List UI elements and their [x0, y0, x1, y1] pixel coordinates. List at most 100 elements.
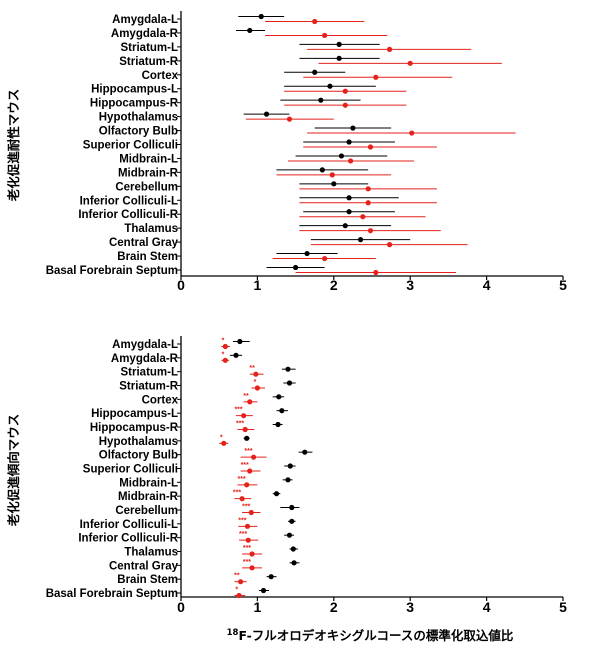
- category-label: Amygdala-R: [111, 28, 179, 40]
- category-label: Hippocampus-L: [91, 408, 178, 420]
- data-point: [248, 509, 254, 516]
- data-point: [302, 449, 308, 455]
- data-point: [247, 468, 253, 474]
- data-point: [336, 41, 342, 47]
- significance-marker: *: [254, 379, 257, 386]
- data-point: [312, 69, 318, 75]
- data-point: [331, 181, 337, 187]
- data-point: [263, 111, 270, 117]
- data-point: [244, 523, 251, 529]
- category-label: Central Gray: [109, 560, 179, 572]
- significance-marker: *: [235, 587, 238, 594]
- data-point: [365, 186, 371, 192]
- category-label: Midbrain-R: [118, 491, 179, 503]
- category-label: Thalamus: [124, 223, 178, 235]
- data-point: [373, 269, 379, 276]
- data-point: [260, 587, 267, 594]
- data-point: [279, 408, 285, 414]
- y-axis-title: 老化促進傾向マウス: [6, 414, 21, 528]
- data-point: [244, 435, 250, 441]
- data-point: [241, 413, 247, 419]
- data-point: [254, 385, 260, 391]
- x-tick-label: 4: [483, 599, 491, 615]
- category-label: Thalamus: [124, 547, 178, 559]
- x-axis-label-text: F-フルオロデオキシグルコースの標準化取込値比: [238, 628, 513, 643]
- data-point: [268, 574, 274, 580]
- category-label: Superior Colliculi: [83, 140, 178, 152]
- data-point: [287, 463, 293, 469]
- category-label: Amygdala-R: [111, 353, 179, 365]
- data-point: [253, 371, 259, 377]
- significance-marker: ***: [243, 559, 251, 566]
- category-label: Cortex: [142, 394, 179, 406]
- significance-marker: ***: [234, 407, 242, 414]
- data-point: [285, 366, 291, 372]
- significance-marker: ***: [236, 421, 244, 428]
- category-label: Amygdala-L: [112, 14, 178, 26]
- data-point: [249, 551, 255, 557]
- data-point: [319, 167, 325, 173]
- data-point: [367, 228, 374, 234]
- data-point: [245, 537, 251, 543]
- category-label: Brain Stem: [117, 251, 178, 263]
- data-point: [322, 255, 328, 262]
- data-point: [239, 496, 245, 502]
- category-label: Central Gray: [109, 237, 179, 249]
- data-point: [221, 440, 227, 446]
- category-label: Midbrain-L: [119, 153, 178, 165]
- x-tick-label: 5: [559, 277, 567, 293]
- data-point: [365, 200, 371, 206]
- data-point: [244, 482, 250, 488]
- data-point: [242, 426, 248, 433]
- x-axis-label: 18F-フルオロデオキシグルコースの標準化取込値比: [227, 628, 514, 643]
- category-label: Midbrain-L: [119, 477, 178, 489]
- significance-marker: ***: [238, 476, 246, 483]
- category-label: Cerebellum: [115, 181, 178, 193]
- data-point: [346, 195, 352, 201]
- significance-marker: ***: [242, 504, 250, 511]
- data-point: [357, 237, 364, 243]
- significance-marker: ***: [244, 448, 252, 455]
- x-tick-label: 0: [177, 277, 185, 293]
- category-label: Cerebellum: [115, 505, 178, 517]
- data-point: [350, 125, 356, 131]
- x-tick-label: 1: [254, 599, 262, 615]
- data-point: [247, 27, 253, 34]
- significance-marker: ***: [233, 490, 241, 497]
- x-tick-label: 3: [406, 277, 414, 293]
- y-axis-title: 老化促進耐性マウス: [6, 89, 21, 203]
- data-point: [360, 214, 366, 220]
- significance-marker: *: [222, 338, 225, 345]
- category-label: Striatum-R: [119, 56, 178, 68]
- significance-marker: ***: [243, 545, 251, 552]
- data-point: [367, 144, 374, 150]
- data-point: [293, 264, 299, 271]
- data-point: [342, 88, 348, 94]
- significance-marker: ***: [239, 531, 247, 538]
- data-point: [346, 209, 352, 215]
- data-point: [285, 477, 291, 483]
- data-point: [336, 55, 342, 61]
- category-label: Hippocampus-L: [91, 84, 178, 96]
- data-point: [289, 504, 295, 511]
- category-label: Superior Colliculi: [83, 464, 178, 476]
- data-point: [236, 592, 242, 599]
- category-label: Amygdala-L: [112, 339, 178, 351]
- data-point: [338, 153, 345, 159]
- category-label: Hypothalamus: [99, 436, 178, 448]
- significance-marker: *: [220, 434, 223, 441]
- data-point: [409, 130, 415, 136]
- data-point: [250, 454, 257, 460]
- data-point: [275, 421, 281, 428]
- data-point: [386, 242, 393, 248]
- data-point: [373, 74, 379, 80]
- category-label: Inferior Colliculi-R: [78, 209, 178, 221]
- x-tick-label: 2: [330, 277, 338, 293]
- category-label: Cortex: [142, 70, 179, 82]
- category-label: Basal Forebrain Septum: [46, 265, 178, 277]
- data-point: [342, 223, 348, 229]
- x-tick-label: 0: [177, 599, 185, 615]
- data-point: [249, 565, 255, 571]
- category-label: Inferior Colliculi-R: [78, 533, 178, 545]
